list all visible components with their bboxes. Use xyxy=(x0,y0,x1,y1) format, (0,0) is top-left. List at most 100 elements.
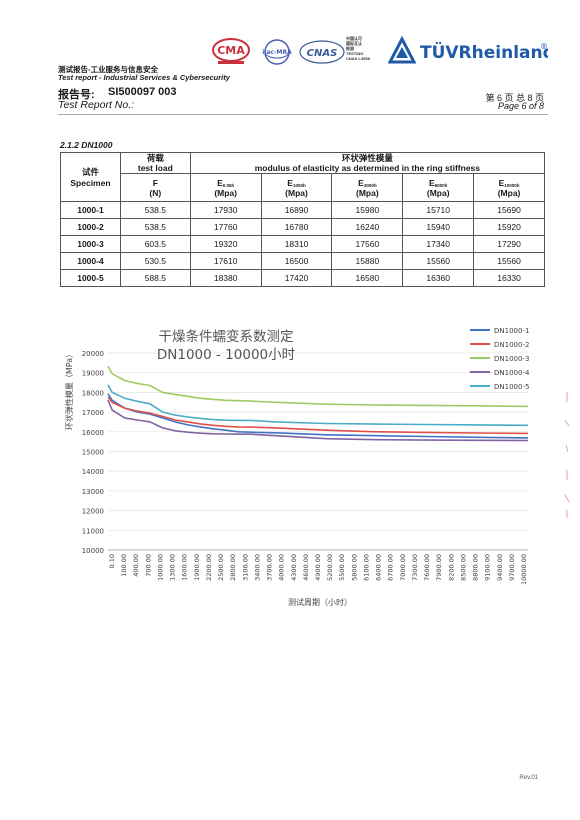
x-tick-label: 4300.00 xyxy=(290,554,298,581)
x-tick-label: 7300.00 xyxy=(411,554,419,581)
value-cell: 15920 xyxy=(473,218,545,236)
x-tick-label: 400.00 xyxy=(132,554,140,577)
value-cell: 588.5 xyxy=(119,269,191,287)
load-unit: (N) xyxy=(149,187,162,198)
testing-mark-line: 检测 xyxy=(346,46,354,51)
company-name-cn: 测试报告-工业服务与信息安全 xyxy=(58,65,158,74)
legend-label: DN1000-1 xyxy=(494,327,529,335)
specimen-cell: 1000-4 xyxy=(60,252,121,270)
specimen-header-cn: 试件 xyxy=(81,167,99,177)
value-cell: 15980 xyxy=(331,201,404,219)
modulus-unit: (Mpa) xyxy=(356,187,379,198)
modulus-subscript: 3000h xyxy=(363,182,377,188)
report-number: SI500097 003 xyxy=(108,86,177,98)
series-line-dn1000-3 xyxy=(107,366,529,408)
value-cell: 16500 xyxy=(260,252,333,270)
load-header: 荷载 test load xyxy=(119,152,191,174)
x-tick-label: 9100.00 xyxy=(484,554,492,581)
modulus-symbol: E xyxy=(358,177,364,188)
value-cell: 17610 xyxy=(189,252,262,270)
value-cell: 16330 xyxy=(473,269,545,287)
y-tick-label: 11000 xyxy=(82,527,104,535)
specimen-header-en: Specimen xyxy=(70,178,111,188)
value-cell: 18380 xyxy=(189,269,262,287)
section-title: 2.1.2 DN1000 xyxy=(60,140,113,150)
value-cell: 17760 xyxy=(189,218,262,236)
x-tick-label: 1300.00 xyxy=(169,554,177,581)
x-axis-label: 测试周期（小时） xyxy=(288,597,352,607)
x-tick-label: 9700.00 xyxy=(508,554,516,581)
x-tick-label: 0.10 xyxy=(108,554,116,568)
creep-chart: 10000 11000 12000 13000 14000 15000 16000 17000… xyxy=(64,327,530,607)
value-cell: 538.5 xyxy=(119,201,191,219)
legend-label: DN1000-4 xyxy=(494,369,530,377)
modulus-header-cn: 环状弹性模量 xyxy=(341,153,393,163)
company-name-en: Test report - Industrial Services & Cybe… xyxy=(58,73,230,82)
modulus-col-header: E1000h (Mpa) xyxy=(260,173,333,202)
tuv-rheinland-logo: TÜVRheinland ® xyxy=(388,36,548,64)
table-row: 1000-1 538.5 17930 16890 15980 15710 15690 xyxy=(60,201,545,219)
value-cell: 17930 xyxy=(189,201,262,219)
x-tick-label: 1000.00 xyxy=(156,554,164,581)
x-tick-label: 10000.00 xyxy=(520,554,528,585)
x-tick-label: 3700.00 xyxy=(266,554,274,581)
legend: DN1000-1 DN1000-2 DN1000-3 DN1000-4 DN1000-5 xyxy=(470,327,530,391)
modulus-col-header: E6000h (Mpa) xyxy=(402,173,475,202)
x-tick-label: 2200.00 xyxy=(205,554,213,581)
value-cell: 16240 xyxy=(331,218,404,236)
y-tick-label: 13000 xyxy=(82,488,104,496)
y-tick-label: 12000 xyxy=(82,508,104,516)
value-cell: 15560 xyxy=(473,252,545,270)
x-tick-label: 2800.00 xyxy=(229,554,237,581)
x-tick-label: 4000.00 xyxy=(278,554,286,581)
value-cell: 16780 xyxy=(260,218,333,236)
x-tick-label: 100.00 xyxy=(120,554,128,577)
series-line-dn1000-2 xyxy=(107,396,529,435)
y-axis-label: 环状弹性模量（MPa） xyxy=(64,350,74,430)
y-tick-label: 16000 xyxy=(82,429,104,437)
modulus-table: 试件 Specimen 荷载 test load 环状弹性模量 modulus … xyxy=(60,152,546,287)
value-cell: 15880 xyxy=(331,252,404,270)
chart-title-line2: DN1000 - 10000小时 xyxy=(157,347,295,363)
specimen-cell: 1000-5 xyxy=(60,269,121,287)
cnas-logo: CNAS xyxy=(299,40,345,64)
table-row: 1000-5 588.5 18380 17420 16580 16360 16330 xyxy=(60,269,545,287)
modulus-unit: (Mpa) xyxy=(285,187,308,198)
x-tick-label: 4600.00 xyxy=(302,554,310,581)
y-tick-label: 20000 xyxy=(82,350,104,358)
modulus-symbol: E xyxy=(287,177,293,188)
modulus-symbol: E xyxy=(498,177,505,188)
modulus-symbol: E xyxy=(217,177,223,188)
value-cell: 16580 xyxy=(331,269,404,287)
testing-mark-line: 中国认可 xyxy=(346,36,362,41)
cma-logo-text: CMA xyxy=(217,44,245,57)
modulus-subscript: 6000h xyxy=(434,182,448,188)
chart-title-line1: 干燥条件蠕变系数测定 xyxy=(159,328,294,345)
value-cell: 17420 xyxy=(260,269,333,287)
modulus-unit: (Mpa) xyxy=(426,187,450,198)
value-cell: 17340 xyxy=(402,235,475,253)
series-line-dn1000-1 xyxy=(107,393,529,439)
load-header-cn: 荷载 xyxy=(146,153,164,163)
value-cell: 17560 xyxy=(331,235,404,253)
x-tick-label: 7600.00 xyxy=(423,554,431,581)
value-cell: 15560 xyxy=(402,252,475,270)
specimen-cell: 1000-3 xyxy=(60,235,121,253)
modulus-unit: (Mpa) xyxy=(497,187,521,198)
x-tick-label: 5800.00 xyxy=(350,554,358,581)
report-no-label-en: Test Report No.: xyxy=(58,99,135,111)
value-cell: 603.5 xyxy=(119,235,191,253)
load-symbol: F xyxy=(152,177,158,188)
x-tick-label: 4900.00 xyxy=(314,554,322,581)
ilac-mra-logo-text: ilac-MRA xyxy=(262,49,292,56)
ilac-mra-logo: ilac-MRA xyxy=(262,39,292,65)
x-tick-label: 6700.00 xyxy=(387,554,395,581)
page-indicator-cn: 第 6 页 总 8 页 xyxy=(485,93,544,103)
x-tick-label: 8200.00 xyxy=(447,554,455,581)
value-cell: 15940 xyxy=(402,218,475,236)
table-row: 1000-4 530.5 17610 16500 15880 15560 15560 xyxy=(60,252,545,270)
modulus-unit: (Mpa) xyxy=(214,187,237,198)
series-line-dn1000-4 xyxy=(107,399,529,442)
table-body: 1000-1 538.5 17930 16890 15980 15710 15690 1000… xyxy=(60,201,545,287)
x-tick-label: 3100.00 xyxy=(241,554,249,581)
